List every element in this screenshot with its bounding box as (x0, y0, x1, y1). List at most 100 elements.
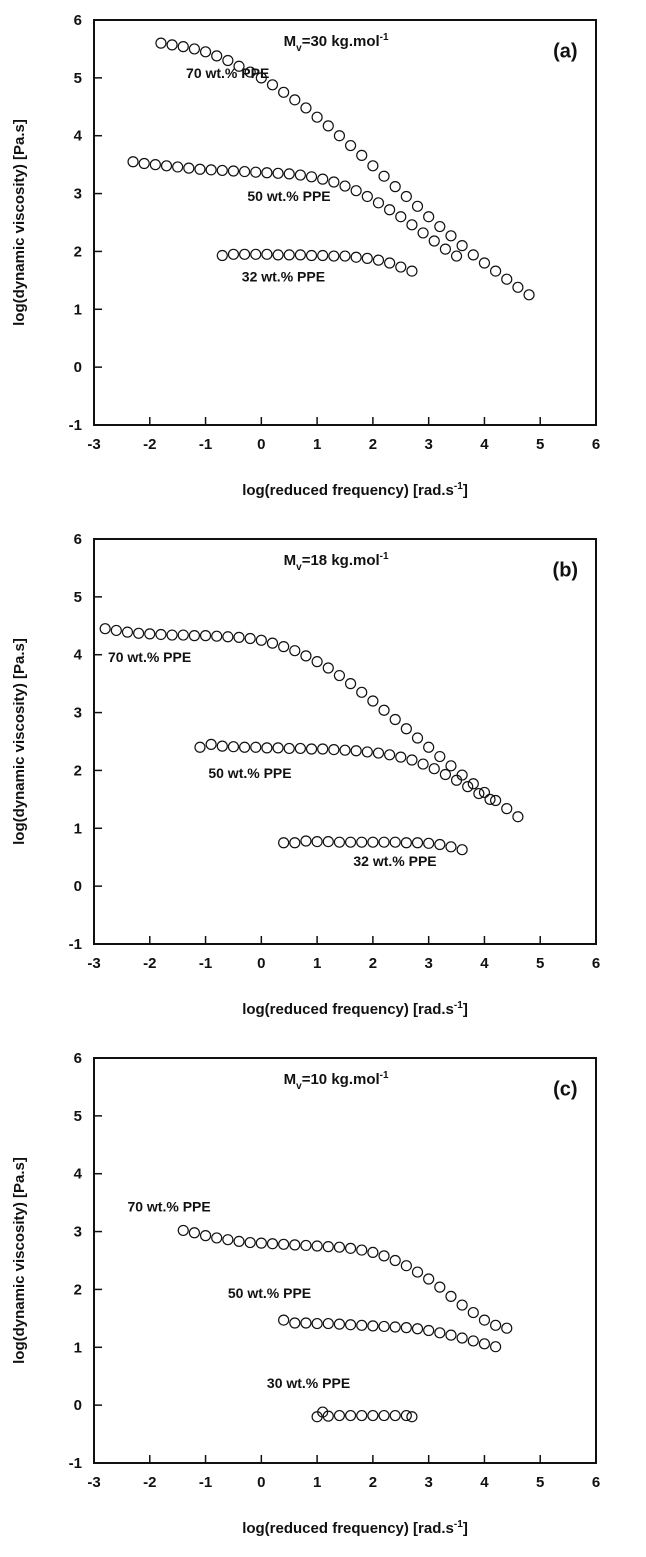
data-point (255, 72, 267, 84)
data-point (501, 1322, 513, 1334)
data-point (400, 1260, 412, 1272)
chart-panel-b: -3 -2 -1 0 1 2 3 4 5 6 -1 0 1 2 3 4 5 6 log(dynamic viscos… (0, 519, 646, 1038)
data-point (333, 1318, 346, 1330)
y-tick-label: 3 (74, 1224, 82, 1241)
data-point (384, 257, 396, 269)
y-axis-title: log(dynamic viscosity) [Pa.s] (11, 1157, 28, 1364)
data-point (367, 836, 379, 848)
data-point (356, 1319, 368, 1331)
x-tick-label: 6 (592, 955, 600, 972)
x-tick-label: 4 (480, 1474, 489, 1491)
mw-subscript: v (296, 43, 302, 54)
data-point (294, 742, 306, 755)
data-point (411, 1323, 424, 1335)
x-tick-label: 3 (424, 1474, 432, 1491)
x-tick-label: -1 (199, 1474, 212, 1491)
series-b-0 (99, 623, 524, 823)
data-point (356, 686, 368, 698)
data-point (434, 838, 446, 851)
x-tick-label: 4 (480, 955, 489, 972)
x-tick-label: 3 (424, 955, 432, 972)
data-point (456, 1299, 468, 1311)
y-tick-label: 4 (74, 1166, 83, 1183)
series-label: 32 wt.% PPE (242, 269, 325, 285)
data-point (283, 249, 295, 261)
data-point (478, 786, 491, 799)
chart-svg-a: -3 -2 -1 0 1 2 3 4 5 6 -1 0 1 2 3 4 5 6 log(dynamic viscos… (11, 12, 600, 499)
data-point (172, 161, 184, 173)
data-point (155, 628, 167, 641)
data-point (361, 746, 373, 758)
y-tick-label: 5 (74, 70, 82, 87)
data-point (434, 750, 446, 763)
data-point (278, 86, 290, 98)
data-point (423, 837, 435, 849)
data-point (434, 1327, 446, 1339)
y-tick-label: -1 (69, 417, 82, 434)
data-point (255, 634, 267, 646)
data-point (389, 1321, 401, 1333)
data-point (378, 170, 390, 182)
data-point (322, 835, 334, 848)
panel-tag-c: (c) (553, 1079, 577, 1101)
x-tick-label: 1 (313, 1474, 321, 1491)
data-point (328, 250, 340, 262)
x-tick-label: 0 (257, 436, 265, 453)
mw-prefix: M (284, 1071, 297, 1088)
plot-frame (93, 1057, 597, 1464)
y-axis-title: log(dynamic viscosity) [Pa.s] (11, 119, 28, 326)
data-point (216, 164, 228, 177)
data-point (211, 1232, 223, 1244)
chart-panel-a: -3 -2 -1 0 1 2 3 4 5 6 -1 0 1 2 3 4 5 6 log(dynamic viscos… (0, 0, 646, 519)
data-point (478, 257, 491, 269)
data-point (289, 645, 301, 657)
series-a-2 (216, 248, 418, 277)
plot-frame (93, 538, 597, 945)
data-point (278, 1238, 290, 1250)
data-point (467, 1335, 479, 1347)
data-point (121, 626, 134, 638)
data-point (272, 742, 284, 754)
y-tick-label: 6 (74, 12, 82, 29)
x-tick-label: -3 (87, 436, 100, 453)
data-point (317, 1406, 329, 1418)
y-tick-label: 5 (74, 589, 82, 606)
series-label: 50 wt.% PPE (247, 188, 330, 204)
data-point (417, 758, 429, 770)
data-point (322, 120, 334, 132)
data-point (199, 46, 212, 58)
x-tick-label: 5 (536, 436, 544, 453)
data-point (384, 204, 396, 216)
x-tick-label: 1 (313, 436, 321, 453)
data-point (411, 732, 424, 744)
data-point (322, 662, 334, 674)
data-point (423, 211, 435, 223)
data-point (194, 163, 206, 175)
molecular-weight-label: Mv=30 kg.mol-1 (284, 32, 389, 54)
data-point (434, 220, 446, 233)
x-tick-label: 2 (369, 1474, 377, 1491)
y-tick-label: 4 (74, 128, 83, 145)
series-label: 70 wt.% PPE (127, 1198, 210, 1214)
x-tick-label: 1 (313, 955, 321, 972)
data-point (367, 1320, 379, 1332)
x-tick-label: -1 (199, 955, 212, 972)
data-point (322, 1317, 334, 1330)
data-point (261, 742, 273, 754)
y-tick-label: 1 (74, 820, 82, 837)
molecular-weight-label: Mv=10 kg.mol-1 (284, 1070, 389, 1092)
data-point (250, 248, 262, 260)
data-point (512, 281, 524, 293)
data-point (227, 248, 240, 260)
data-point (484, 793, 496, 805)
series-a-0 (155, 37, 535, 301)
data-point (261, 248, 273, 260)
data-point (255, 1237, 267, 1249)
x-tick-label: -2 (143, 436, 156, 453)
data-point (406, 219, 418, 231)
data-point (222, 631, 234, 643)
data-point (222, 1234, 234, 1246)
x-tick-label: 4 (480, 436, 489, 453)
mw-value: =10 kg.mol (302, 1071, 380, 1088)
data-point (311, 111, 323, 123)
